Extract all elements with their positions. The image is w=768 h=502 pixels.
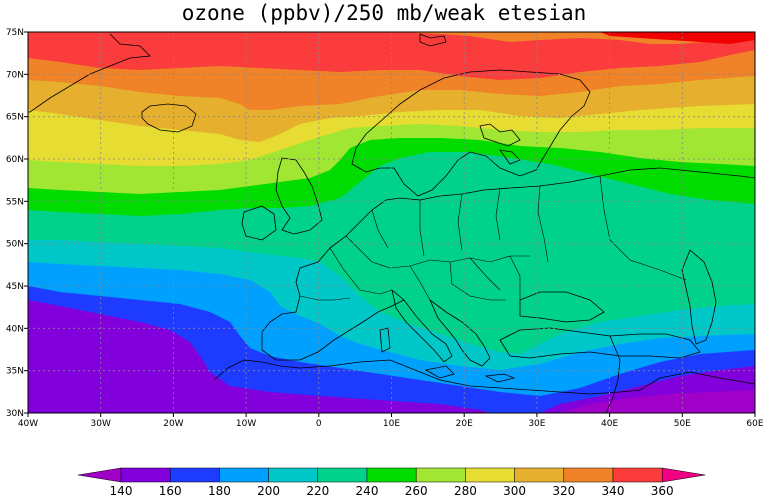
border-lines	[299, 175, 687, 301]
coastline-iceland	[141, 103, 197, 133]
coastline-italy	[379, 288, 455, 379]
colorbar-swatch	[514, 467, 565, 483]
colorbar-swatch	[317, 467, 368, 483]
colorbar-swatch	[120, 467, 171, 483]
coastline-turkey-blacksea	[499, 291, 701, 359]
band-160	[28, 300, 755, 413]
lon-tick-label: 60E	[746, 419, 763, 429]
contour-field	[28, 32, 755, 413]
colorbar-swatch	[563, 467, 614, 483]
colorbar-swatch	[268, 467, 319, 483]
colorbar-arrow-low	[77, 467, 122, 483]
colorbar: 140 160 180 200 220 240 260 280 300 320 340 360	[77, 467, 706, 498]
colorbar-label: 160	[159, 484, 182, 498]
colorbar-label: 300	[503, 484, 526, 498]
coastline-finland-lakes	[479, 123, 521, 165]
lat-tick-label: 35N	[6, 367, 24, 377]
latitude-ticks: 30N 35N 40N 45N 50N 55N 60N 65N 70N 75N	[6, 28, 28, 419]
lon-tick-label: 30E	[528, 419, 545, 429]
lon-tick-label: 20E	[456, 419, 473, 429]
colorbar-swatch	[366, 467, 417, 483]
grid-lines	[28, 32, 755, 413]
colorbar-label: 240	[356, 484, 379, 498]
colorbar-label: 340	[602, 484, 625, 498]
colorbar-swatch	[465, 467, 515, 483]
lat-tick-label: 60N	[6, 155, 24, 165]
lon-tick-label: 40E	[601, 419, 618, 429]
coastline-scandinavia	[351, 69, 591, 197]
lat-tick-label: 65N	[6, 113, 24, 123]
coastline-middle-east	[605, 335, 755, 413]
lat-tick-label: 55N	[6, 197, 24, 207]
colorbar-label: 260	[405, 484, 428, 498]
coastline-balkans-greece	[429, 298, 516, 383]
colorbar-swatch	[219, 467, 269, 483]
coastline-caspian	[681, 249, 717, 345]
colorbar-label: 320	[552, 484, 575, 498]
colorbar-arrow-high	[661, 467, 706, 483]
lat-tick-label: 40N	[6, 324, 24, 334]
lon-tick-label: 0	[316, 419, 322, 429]
map-title: ozone (ppbv)/250 mb/weak etesian	[181, 1, 587, 25]
lon-tick-label: 10E	[383, 419, 400, 429]
lat-tick-label: 70N	[6, 70, 24, 80]
lon-tick-label: 10W	[236, 419, 256, 429]
coastline-north-africa	[213, 359, 641, 395]
lon-tick-label: 50E	[674, 419, 691, 429]
lon-tick-label: 40W	[18, 419, 38, 429]
lon-tick-label: 20W	[163, 419, 183, 429]
band-360	[600, 32, 755, 44]
coastline-british-isles	[241, 157, 323, 241]
lat-tick-label: 50N	[6, 240, 24, 250]
lat-tick-label: 75N	[6, 28, 24, 38]
country-borders	[28, 33, 755, 413]
lat-tick-label: 45N	[6, 282, 24, 292]
colorbar-swatch	[415, 467, 466, 483]
colorbar-label: 360	[651, 484, 674, 498]
colorbar-swatch	[612, 467, 663, 483]
colorbar-label: 280	[454, 484, 477, 498]
coastline-svalbard	[419, 33, 447, 47]
colorbar-label: 200	[257, 484, 280, 498]
coastline-greenland	[28, 33, 151, 113]
lon-tick-label: 30W	[91, 419, 111, 429]
colorbar-label: 180	[208, 484, 231, 498]
colorbar-swatch	[169, 467, 220, 483]
lat-tick-label: 30N	[6, 409, 24, 419]
colorbar-label: 220	[306, 484, 329, 498]
colorbar-label: 140	[110, 484, 133, 498]
longitude-ticks: 40W 30W 20W 10W 0 10E 20E 30E 40E 50E 60E	[18, 413, 764, 429]
